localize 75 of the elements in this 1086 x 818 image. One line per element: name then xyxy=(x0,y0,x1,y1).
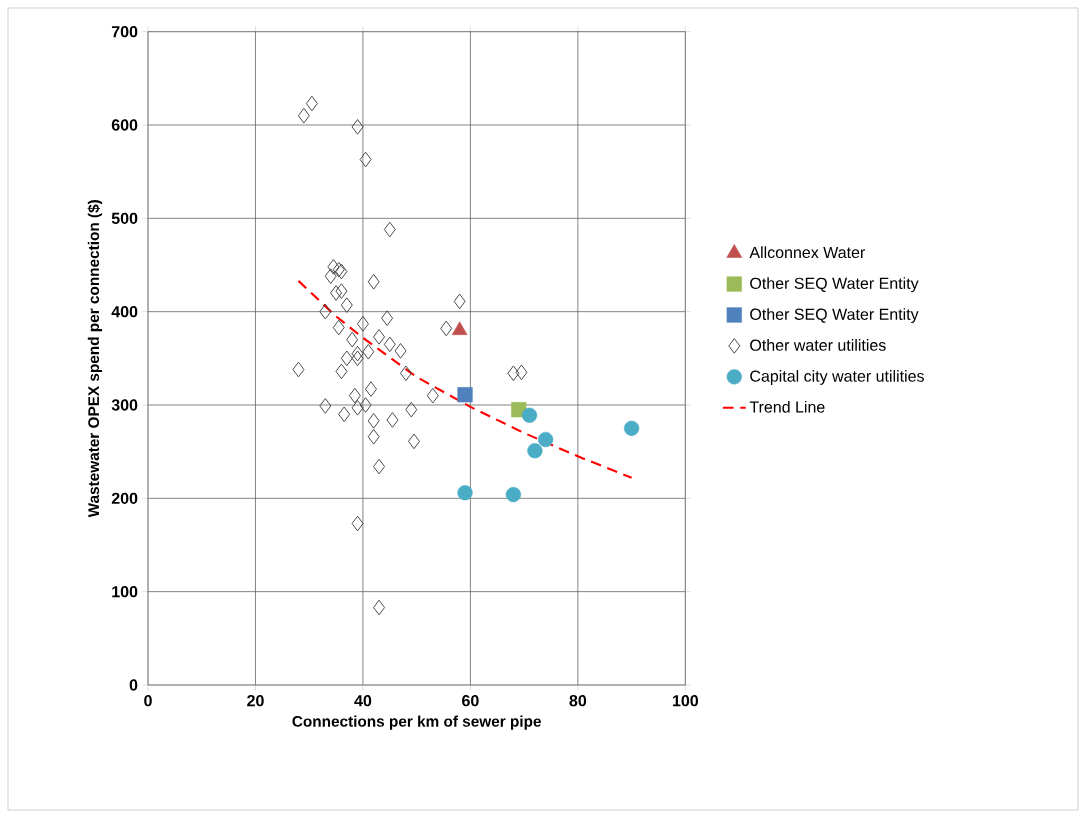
y-axis-title: Wastewater OPEX spend per connection ($) xyxy=(87,200,103,518)
point xyxy=(405,401,418,418)
point xyxy=(351,119,364,135)
legend-label: Capital city water utilities xyxy=(750,370,924,385)
point xyxy=(292,361,305,378)
point xyxy=(359,397,372,413)
point xyxy=(327,259,340,275)
point xyxy=(515,364,528,381)
point xyxy=(507,365,520,382)
point xyxy=(453,293,466,310)
point xyxy=(351,399,364,416)
point xyxy=(521,407,538,423)
point xyxy=(359,151,372,168)
point xyxy=(373,329,386,345)
point xyxy=(332,319,345,336)
x-tick-label: 0 xyxy=(144,695,152,707)
x-tick-label: 80 xyxy=(569,695,587,707)
point xyxy=(348,387,361,404)
point xyxy=(324,268,337,284)
y-tick-label: 700 xyxy=(111,26,138,38)
point xyxy=(426,387,439,404)
x-tick-label: 40 xyxy=(354,695,372,707)
point xyxy=(338,406,351,423)
point xyxy=(373,599,386,616)
point xyxy=(319,303,332,320)
point xyxy=(399,365,412,382)
point xyxy=(381,310,394,326)
y-tick-label: 600 xyxy=(111,119,138,131)
point xyxy=(367,428,380,445)
legend-label: Other water utilities xyxy=(750,339,886,351)
point xyxy=(624,420,640,436)
point xyxy=(383,221,396,238)
y-tick-label: 100 xyxy=(112,586,138,598)
line-series xyxy=(297,279,633,479)
x-axis-title: Connections per km of sewer pipe xyxy=(292,715,541,730)
y-tick-label: 0 xyxy=(129,679,138,691)
y-tick-label: 200 xyxy=(111,492,138,504)
point xyxy=(330,285,343,301)
y-tick-label: 500 xyxy=(111,212,138,224)
legend-label: Other SEQ Water Entity xyxy=(750,277,919,293)
point xyxy=(373,458,386,475)
point xyxy=(297,107,310,124)
legend-label: Allconnex Water xyxy=(749,246,866,259)
point xyxy=(365,381,377,397)
point xyxy=(457,387,473,403)
point xyxy=(408,433,420,450)
point xyxy=(505,486,521,503)
point xyxy=(457,485,473,501)
point xyxy=(351,515,364,532)
x-tick-label: 60 xyxy=(462,695,479,707)
point xyxy=(335,363,348,380)
x-tick-label: 20 xyxy=(247,695,264,707)
point xyxy=(440,320,453,337)
point xyxy=(367,273,380,290)
point xyxy=(346,331,359,348)
point xyxy=(383,336,396,353)
point xyxy=(319,398,332,414)
point xyxy=(538,431,554,448)
point xyxy=(386,412,399,428)
point xyxy=(362,343,375,360)
point xyxy=(340,350,353,367)
point xyxy=(351,345,364,362)
point xyxy=(394,343,407,359)
point xyxy=(367,413,380,429)
point xyxy=(527,443,543,459)
legend-label: Trend Line xyxy=(749,400,825,413)
point xyxy=(335,283,348,299)
x-tick-label: 100 xyxy=(672,695,699,707)
y-tick-label: 300 xyxy=(111,399,138,411)
point xyxy=(356,315,369,332)
y-tick-label: 400 xyxy=(111,306,138,318)
point xyxy=(351,350,364,367)
legend-label: Other SEQ Water Entity xyxy=(750,308,919,324)
point xyxy=(340,297,353,313)
point xyxy=(305,95,318,112)
